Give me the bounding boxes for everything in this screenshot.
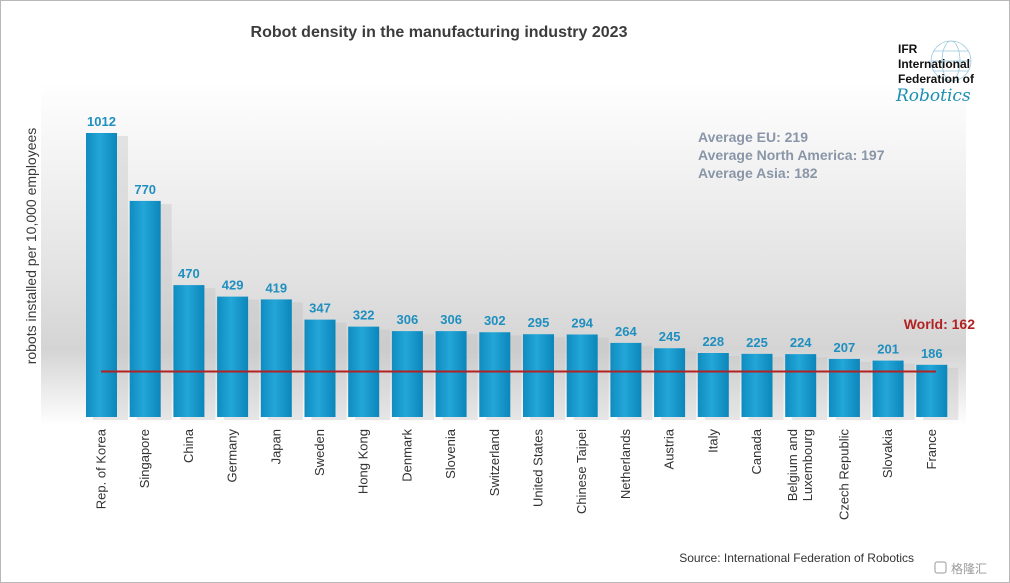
- bar: [523, 334, 554, 417]
- bar: [173, 285, 205, 417]
- watermark-icon: [934, 561, 947, 574]
- data-label: 186: [921, 346, 943, 361]
- globe-icon: [930, 40, 972, 82]
- category-label: Czech Republic: [836, 429, 851, 521]
- bar: [741, 353, 773, 417]
- world-reference-label: World: 162: [904, 316, 976, 332]
- category-label: Canada: [749, 428, 764, 474]
- source-note: Source: International Federation of Robo…: [679, 551, 914, 565]
- logo-line-3: Federation of: [898, 72, 975, 86]
- bar: [260, 299, 292, 417]
- data-label: 322: [353, 308, 375, 323]
- category-label: Rep. of Korea: [94, 428, 109, 509]
- data-label: 201: [877, 342, 899, 357]
- data-label: 419: [265, 280, 287, 295]
- bar: [435, 331, 467, 417]
- category-label: Switzerland: [487, 429, 502, 496]
- bar: [86, 133, 117, 417]
- category-label: Slovenia: [443, 428, 458, 479]
- category-label: Belgium and: [785, 429, 800, 501]
- y-axis-label: robots installed per 10,000 employees: [23, 128, 39, 365]
- category-label: Hong Kong: [356, 429, 371, 494]
- average-asia: Average Asia: 182: [698, 165, 818, 181]
- bar: [610, 342, 642, 417]
- category-label: Italy: [705, 429, 720, 453]
- bars-group: 1012 Rep. of Korea 770 Singapore 470 China 429…: [86, 114, 959, 521]
- bar: [654, 348, 686, 417]
- ifr-logo: IFR International Federation of Robotics: [895, 40, 975, 106]
- category-label: China: [181, 428, 196, 463]
- data-label: 302: [484, 313, 506, 328]
- bar: [828, 358, 860, 417]
- category-label: Japan: [268, 429, 283, 464]
- bar: [697, 353, 729, 417]
- category-label: United States: [531, 429, 546, 508]
- category-label: Slovakia: [880, 428, 895, 478]
- data-label: 264: [615, 324, 637, 339]
- data-label: 224: [790, 335, 812, 350]
- bar: [391, 331, 423, 417]
- watermark-text: 格隆汇: [951, 561, 987, 576]
- average-eu: Average EU: 219: [698, 129, 808, 145]
- category-label: Luxembourg: [800, 429, 815, 501]
- average-north-america: Average North America: 197: [698, 147, 885, 163]
- bar: [129, 200, 161, 417]
- category-label: Singapore: [137, 429, 152, 488]
- bar: [566, 334, 598, 417]
- bar: [916, 364, 948, 417]
- data-label: 429: [222, 278, 244, 293]
- data-label: 470: [178, 266, 200, 281]
- category-label: France: [924, 429, 939, 469]
- logo-script: Robotics: [895, 86, 971, 106]
- data-label: 294: [571, 315, 593, 330]
- bar: [479, 332, 511, 417]
- category-label: Germany: [225, 429, 240, 483]
- category-label: Sweden: [312, 429, 327, 476]
- data-label: 770: [134, 182, 156, 197]
- data-label: 347: [309, 301, 331, 316]
- data-label: 306: [397, 312, 419, 327]
- data-label: 225: [746, 335, 768, 350]
- data-label: 295: [528, 315, 550, 330]
- data-label: 228: [702, 334, 724, 349]
- data-label: 1012: [87, 114, 116, 129]
- bar: [304, 319, 336, 417]
- data-label: 207: [834, 340, 856, 355]
- category-label: Denmark: [399, 429, 414, 482]
- category-label: Austria: [662, 428, 677, 469]
- bar: [785, 354, 817, 417]
- watermark: 格隆汇: [934, 561, 987, 576]
- data-label: 306: [440, 312, 462, 327]
- bar: [217, 296, 249, 417]
- average-annotations: Average EU: 219 Average North America: 1…: [698, 129, 885, 181]
- category-label: Netherlands: [618, 429, 633, 500]
- logo-line-2: International: [898, 57, 970, 71]
- logo-line-1: IFR: [898, 42, 918, 56]
- category-label: Chinese Taipei: [574, 429, 589, 514]
- chart-title: Robot density in the manufacturing indus…: [251, 24, 628, 41]
- data-label: 245: [659, 329, 681, 344]
- bar: [872, 360, 904, 417]
